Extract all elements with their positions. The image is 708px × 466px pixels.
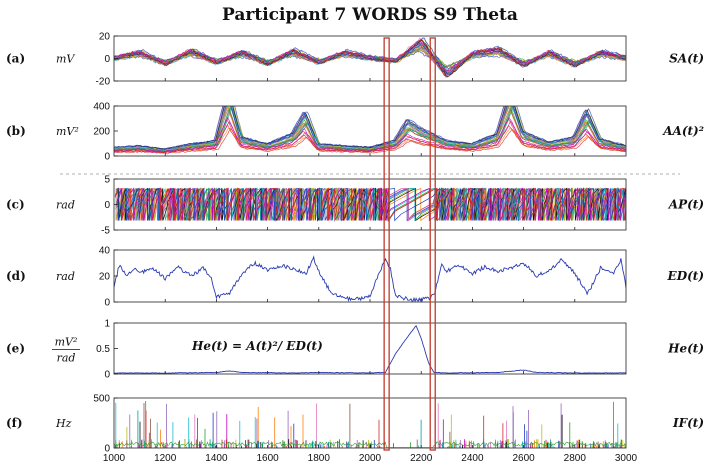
panel-letter: (d) xyxy=(6,269,26,283)
panel-frame xyxy=(113,322,627,375)
series-line xyxy=(114,255,626,302)
trace-line xyxy=(114,39,626,78)
x-tick-label: 2400 xyxy=(461,453,484,464)
highlight-band xyxy=(429,37,436,451)
freq-baseline xyxy=(114,441,626,448)
trace-line xyxy=(114,116,626,153)
y-tick-label: 200 xyxy=(93,127,110,138)
panel-c-plot xyxy=(114,187,626,222)
trace-line xyxy=(114,124,626,153)
trace-line xyxy=(114,106,626,150)
panel-letter: (c) xyxy=(6,198,25,212)
y-tick-label: 5 xyxy=(104,175,110,186)
panel-frame xyxy=(113,397,627,449)
unit-label: rad xyxy=(56,270,75,283)
trace-line xyxy=(114,106,626,152)
y-tick-label: 40 xyxy=(99,246,111,257)
panel-e-plot xyxy=(114,325,626,374)
y-tick-label: -5 xyxy=(101,226,110,237)
panel-frame xyxy=(113,249,627,303)
y-tick-label: 500 xyxy=(93,394,110,405)
highlight-bands xyxy=(383,37,436,451)
panel-f: 500 0 (f) Hz IF(t) xyxy=(6,394,704,455)
panel-d: 40 20 0 (d) rad ED(t) xyxy=(6,246,704,309)
series-label: IF(t) xyxy=(672,416,704,430)
phase-trace xyxy=(115,187,626,222)
y-tick-label: 20 xyxy=(99,272,111,283)
trace-line xyxy=(114,41,626,72)
x-tick-label: 2200 xyxy=(410,453,433,464)
panel-a-plot xyxy=(114,37,626,78)
x-tick-label: 1800 xyxy=(308,453,331,464)
trace-line xyxy=(114,106,626,150)
series-line xyxy=(114,325,626,374)
panel-letter: (b) xyxy=(6,124,26,138)
x-tick-label: 2600 xyxy=(512,453,535,464)
y-tick-label: 1 xyxy=(104,319,110,330)
panel-b-plot xyxy=(114,106,626,155)
trace-line xyxy=(114,106,626,150)
panel-b: 400 200 0 (b) mV² AA(t)² xyxy=(6,102,704,163)
he-formula-annotation: He(t) = A(t)²/ ED(t) xyxy=(191,339,323,353)
chart-title: Participant 7 WORDS S9 Theta xyxy=(222,5,518,25)
phase-trace xyxy=(114,187,626,222)
series-label: ED(t) xyxy=(667,269,704,283)
y-tick-label: 20 xyxy=(99,32,111,43)
y-tick-label: 0 xyxy=(104,298,110,309)
x-tick-label: 1200 xyxy=(154,453,177,464)
x-tick-label: 1600 xyxy=(256,453,279,464)
y-tick-label: 0 xyxy=(104,152,110,163)
y-tick-label: 0.5 xyxy=(96,344,110,355)
unit-denominator: rad xyxy=(57,352,76,365)
trace-line xyxy=(114,40,626,77)
y-tick-label: 0 xyxy=(104,370,110,381)
x-tick-label: 1400 xyxy=(205,453,228,464)
unit-label: Hz xyxy=(55,417,72,430)
x-axis: 1000 1200 1400 1600 1800 2000 2200 2400 2600 2800… xyxy=(103,453,638,464)
y-tick-label: 0 xyxy=(104,444,110,455)
panel-letter: (f) xyxy=(6,416,23,430)
y-tick-label: 400 xyxy=(93,102,110,113)
series-label: He(t) xyxy=(667,342,704,356)
panel-e: 1 0.5 0 (e) mV² rad He(t) xyxy=(6,319,704,381)
y-tick-label: 0 xyxy=(104,200,110,211)
panel-c: 5 0 -5 (c) rad AP(t) xyxy=(6,173,704,237)
unit-label: mV xyxy=(56,53,75,66)
panel-a: 20 0 -20 (a) mV SA(t) xyxy=(6,32,704,88)
trace-line xyxy=(114,106,626,152)
unit-label: mV² xyxy=(56,125,79,138)
series-label: AP(t) xyxy=(668,198,704,212)
unit-numerator: mV² xyxy=(55,336,78,349)
series-label: AA(t)² xyxy=(662,124,704,138)
x-tick-label: 2000 xyxy=(359,453,382,464)
x-tick-label: 3000 xyxy=(615,453,638,464)
x-tick-label: 1000 xyxy=(103,453,126,464)
panel-f-plot xyxy=(114,401,626,448)
y-tick-label: 0 xyxy=(104,54,110,65)
y-tick-label: -20 xyxy=(96,77,111,88)
panel-letter: (a) xyxy=(6,52,25,66)
highlight-band xyxy=(383,37,390,451)
unit-label: rad xyxy=(56,199,75,212)
trace-line xyxy=(114,106,626,150)
panel-d-plot xyxy=(114,255,626,302)
series-label: SA(t) xyxy=(669,52,704,66)
x-tick-label: 2800 xyxy=(564,453,587,464)
panel-letter: (e) xyxy=(6,342,25,356)
